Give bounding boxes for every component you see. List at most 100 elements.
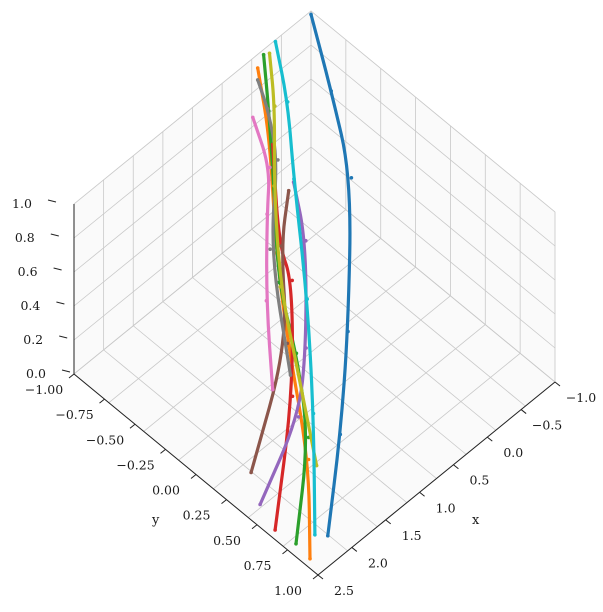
series-line-7 xyxy=(251,115,275,392)
x-axis-label: x xyxy=(472,513,480,528)
gridline-y-floor xyxy=(132,325,378,528)
x-tick-label: 1.0 xyxy=(436,500,456,515)
series-point-6 xyxy=(279,244,283,248)
gridline-z-wall-a xyxy=(310,44,556,247)
series-point-8 xyxy=(266,107,270,111)
gridline-z-wall-a xyxy=(310,112,556,315)
y-tick-mark xyxy=(129,423,136,429)
x-tick-label: −0.5 xyxy=(532,418,562,433)
series-point-2 xyxy=(255,66,260,70)
z-tick-mark xyxy=(59,335,68,339)
series-point-10 xyxy=(313,533,317,537)
series-point-7 xyxy=(268,165,272,170)
z-tick-label: 1.0 xyxy=(12,196,32,211)
series-point-5 xyxy=(304,346,308,350)
series-line-9 xyxy=(267,51,319,468)
series-point-7 xyxy=(264,298,269,303)
y-tick-label: 0.75 xyxy=(244,558,272,573)
series-point-1 xyxy=(329,89,334,93)
series-point-8 xyxy=(288,373,293,377)
tick-labels: −1.0 −0.5 0.0 0.5 1.0 1.5 2.0 2.5 −1.00 −0.75 −0.5… xyxy=(12,196,596,598)
series-point-4 xyxy=(290,394,295,399)
gridline-z-wall-b xyxy=(73,78,312,273)
series-line-1 xyxy=(309,12,352,538)
y-tick-mark xyxy=(282,549,288,555)
series-line-6 xyxy=(249,189,291,475)
series-point-10 xyxy=(273,39,278,44)
x-tick-label: 0.0 xyxy=(503,445,523,460)
series-point-2 xyxy=(306,457,311,462)
z-tick-mark xyxy=(50,233,59,237)
y-tick-mark xyxy=(99,398,105,404)
y-axis-line xyxy=(317,381,556,576)
gridline-y-floor xyxy=(192,277,437,479)
series-point-8 xyxy=(255,78,260,82)
series-point-1 xyxy=(346,329,350,334)
series-point-10 xyxy=(311,411,316,416)
series-point-5 xyxy=(258,502,262,507)
series-point-9 xyxy=(296,372,301,377)
y-tick-mark xyxy=(312,574,319,580)
z-tick-label: 0.8 xyxy=(15,230,35,245)
y-tick-mark xyxy=(221,499,227,505)
y-tick-mark xyxy=(68,373,75,379)
gridline-z-wall-a xyxy=(310,180,556,383)
series-point-6 xyxy=(286,188,291,193)
series-point-9 xyxy=(273,104,277,108)
z-tick-mark xyxy=(56,301,65,305)
x-tick-label: 2.0 xyxy=(368,555,388,570)
series-point-1 xyxy=(309,12,313,17)
x-tick-mark xyxy=(486,436,493,442)
x-tick-label: 0.5 xyxy=(469,473,489,488)
z-tick-label: 0.0 xyxy=(26,366,46,381)
series-point-4 xyxy=(273,528,277,532)
gridline-z-wall-a xyxy=(310,78,556,281)
z-tick-label: 0.4 xyxy=(20,298,40,313)
y-tick-mark xyxy=(190,474,197,479)
series-point-3 xyxy=(294,542,298,546)
x-tick-mark xyxy=(554,381,561,387)
y-tick-mark xyxy=(251,524,258,530)
x-tick-mark xyxy=(317,574,324,580)
series-point-9 xyxy=(272,184,276,188)
z-tick-mark xyxy=(61,369,71,373)
series-point-2 xyxy=(308,556,312,561)
x-tick-mark xyxy=(351,547,358,552)
series-point-1 xyxy=(326,533,330,538)
x-tick-mark xyxy=(419,491,425,497)
series-point-5 xyxy=(304,238,308,243)
y-tick-label: −0.25 xyxy=(116,457,154,472)
series-point-9 xyxy=(278,284,283,289)
gridline-y-floor xyxy=(162,301,408,503)
series-point-4 xyxy=(290,278,295,283)
y-tick-label: −0.50 xyxy=(86,432,124,447)
data-series xyxy=(249,12,354,561)
series-point-9 xyxy=(267,51,272,56)
z-tick-mark xyxy=(47,199,57,203)
x-tick-mark xyxy=(385,519,392,525)
x-tick-label: 2.5 xyxy=(334,583,354,598)
gridline-z-wall-a xyxy=(310,146,556,349)
series-point-8 xyxy=(268,247,273,251)
x-tick-mark xyxy=(453,464,459,470)
series-point-5 xyxy=(296,415,301,419)
series-point-10 xyxy=(292,177,296,181)
series-point-7 xyxy=(265,212,269,216)
series-point-3 xyxy=(261,52,266,57)
y-tick-label: −1.00 xyxy=(25,382,63,397)
series-point-6 xyxy=(249,470,253,475)
y-tick-label: 1.00 xyxy=(274,583,302,598)
z-tick-label: 0.6 xyxy=(18,264,38,279)
gridline-z-wall-b xyxy=(73,10,312,205)
x-tick-label: 1.5 xyxy=(402,528,422,543)
x-tick-label: −1.0 xyxy=(566,390,596,405)
gridline-y-floor xyxy=(221,253,467,455)
y-tick-label: 0.00 xyxy=(152,483,180,498)
series-point-8 xyxy=(276,158,280,162)
series-point-1 xyxy=(349,176,354,180)
z-tick-label: 0.2 xyxy=(23,332,43,347)
y-tick-label: 0.25 xyxy=(183,508,211,523)
series-point-7 xyxy=(251,115,255,120)
series-point-10 xyxy=(305,297,310,301)
